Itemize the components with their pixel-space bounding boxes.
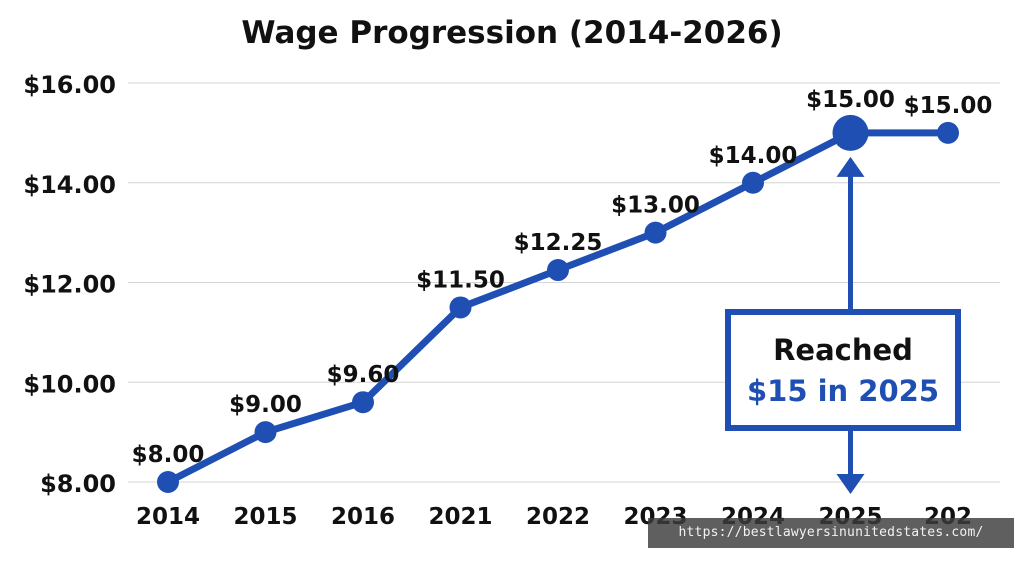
data-label: $14.00 <box>709 143 798 169</box>
y-tick-label: $8.00 <box>40 470 116 498</box>
data-label: $13.00 <box>611 193 700 219</box>
x-tick-label: 2022 <box>526 504 590 530</box>
data-point <box>937 121 959 144</box>
x-tick-label: 2015 <box>233 504 297 530</box>
data-label: $9.60 <box>327 362 400 388</box>
chart-title: Wage Progression (2014-2026) <box>241 15 782 51</box>
data-label: $12.25 <box>514 230 603 256</box>
x-tick-label: 2016 <box>331 504 395 530</box>
data-labels: $8.00 $9.00 $9.60 $11.50 $12.25 $13.00 $14.00 $… <box>132 87 993 468</box>
data-label: $15.00 <box>806 87 895 113</box>
annotation-line2: $15 in 2025 <box>747 374 939 408</box>
data-points <box>157 114 959 493</box>
arrow-up-head <box>836 156 865 177</box>
data-label: $15.00 <box>904 93 993 119</box>
data-point <box>449 296 472 319</box>
y-tick-label: $10.00 <box>23 370 116 398</box>
annotation-line1: Reached <box>773 333 913 367</box>
arrow-down-head <box>836 474 865 494</box>
data-point <box>352 391 374 414</box>
data-point <box>832 114 869 151</box>
data-point <box>547 259 569 282</box>
x-tick-label: 2014 <box>136 504 200 530</box>
y-tick-label: $16.00 <box>23 71 116 99</box>
data-label: $9.00 <box>229 392 302 418</box>
data-point <box>742 171 764 194</box>
x-tick-label: 2021 <box>428 504 492 530</box>
data-point <box>644 221 667 244</box>
y-axis-ticks: $8.00 $10.00 $12.00 $14.00 $16.00 <box>23 71 116 498</box>
annotation-layer: Reached $15 in 2025 <box>725 156 961 494</box>
watermark-url: https://bestlawyersinunitedstates.com/ <box>648 518 1014 548</box>
annotation-box <box>725 309 961 431</box>
data-point <box>254 421 277 444</box>
y-tick-label: $14.00 <box>23 171 116 199</box>
y-tick-label: $12.00 <box>23 271 116 299</box>
data-label: $11.50 <box>416 267 505 293</box>
data-label: $8.00 <box>132 442 205 468</box>
data-point <box>157 471 179 493</box>
